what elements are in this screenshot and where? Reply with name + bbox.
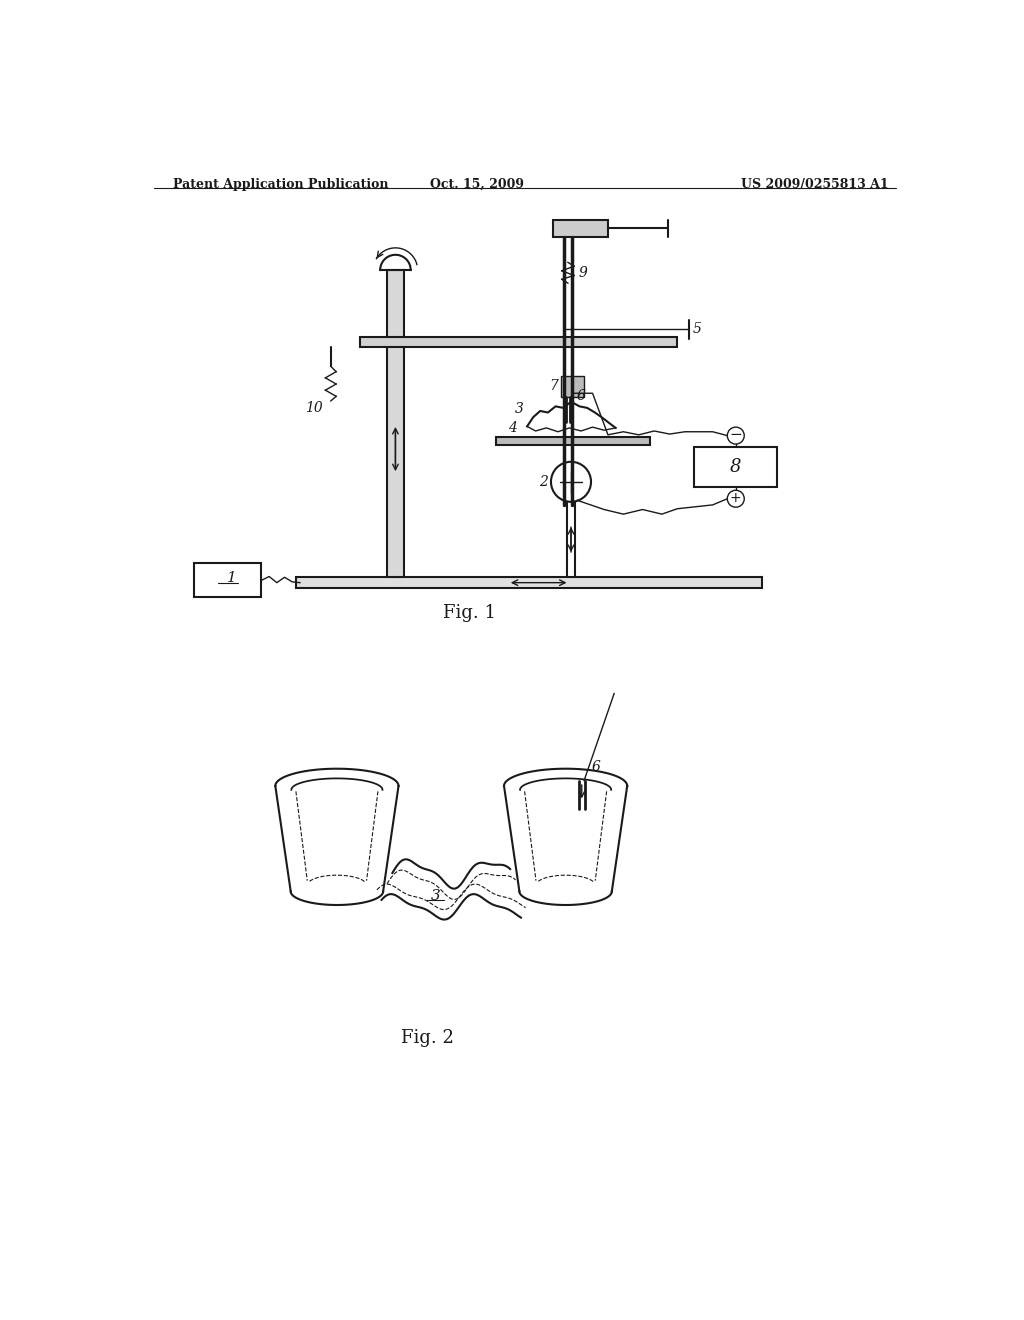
Text: Patent Application Publication: Patent Application Publication xyxy=(173,178,388,190)
Text: 3: 3 xyxy=(431,890,440,903)
Text: 2: 2 xyxy=(539,475,548,488)
Bar xyxy=(553,220,608,238)
Text: −: − xyxy=(729,428,742,442)
Text: 7: 7 xyxy=(549,379,558,393)
Text: 3: 3 xyxy=(514,403,523,416)
Text: US 2009/0255813 A1: US 2009/0255813 A1 xyxy=(741,178,889,190)
Bar xyxy=(360,337,677,347)
Text: Fig. 2: Fig. 2 xyxy=(400,1028,454,1047)
Text: 6: 6 xyxy=(577,388,586,403)
Text: 9: 9 xyxy=(579,265,588,280)
Text: Fig. 1: Fig. 1 xyxy=(442,603,496,622)
Text: 1: 1 xyxy=(226,572,237,585)
Text: Oct. 15, 2009: Oct. 15, 2009 xyxy=(430,178,524,190)
Text: 5: 5 xyxy=(692,322,701,337)
Text: 8: 8 xyxy=(730,458,741,477)
Bar xyxy=(694,447,777,487)
Bar xyxy=(194,562,261,597)
Bar xyxy=(387,271,403,577)
Bar xyxy=(561,376,584,397)
Text: 4: 4 xyxy=(508,421,517,434)
Text: +: + xyxy=(730,491,741,506)
Bar xyxy=(497,437,650,445)
Text: 6: 6 xyxy=(592,760,601,774)
Bar xyxy=(296,577,762,589)
Text: 10: 10 xyxy=(305,401,323,414)
